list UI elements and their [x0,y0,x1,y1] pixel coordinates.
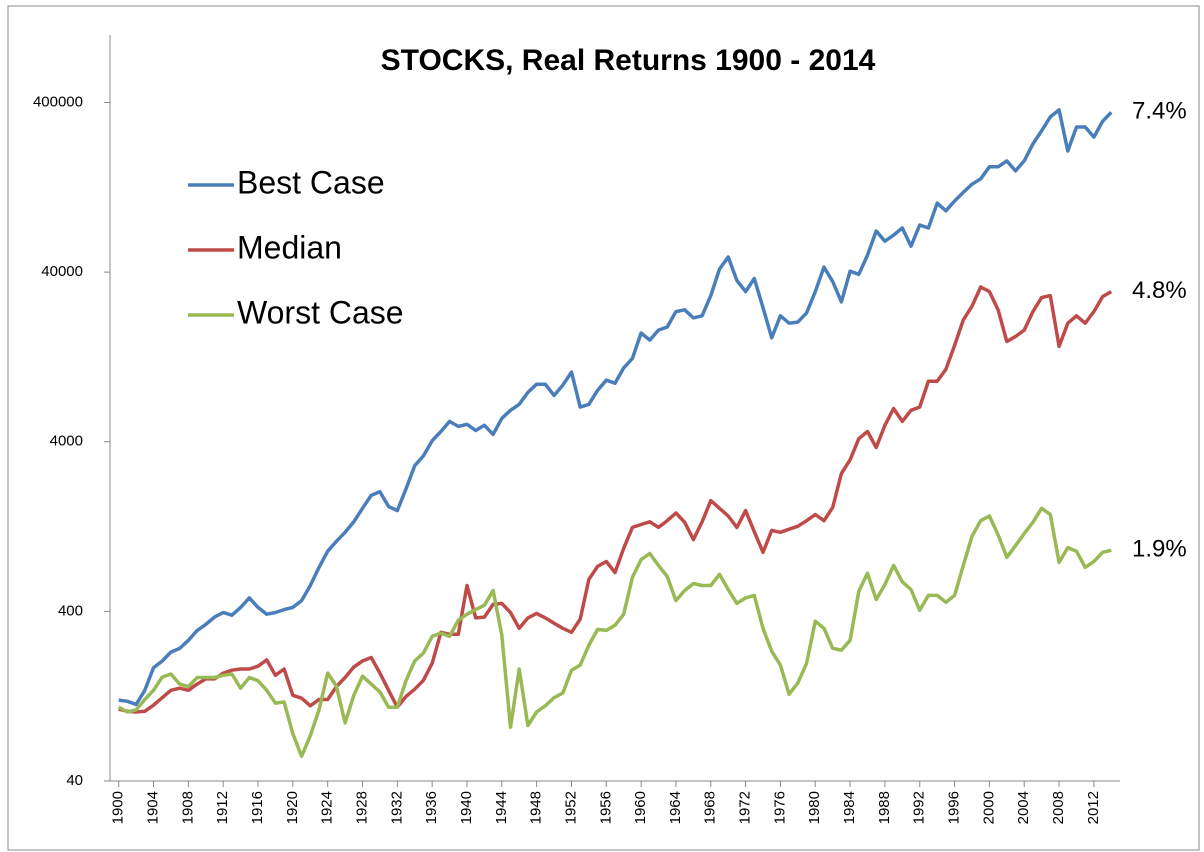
x-tick-label: 2012 [1085,791,1102,824]
series-line [117,506,1112,758]
x-tick-label: 1988 [876,791,893,824]
x-tick-label: 1916 [249,791,266,824]
x-tick-label: 1936 [423,791,440,824]
x-tick-label: 1976 [771,791,788,824]
x-tick-label: 1960 [632,791,649,824]
x-tick-label: 1964 [667,791,684,824]
legend-label: Worst Case [237,294,404,330]
x-tick-label: 1992 [911,791,928,824]
x-tick-label: 1984 [841,791,858,824]
x-tick-label: 1908 [179,791,196,824]
x-tick-label: 2008 [1050,791,1067,824]
chart-title: STOCKS, Real Returns 1900 - 2014 [381,44,876,77]
annotation: 1.9% [1132,536,1187,563]
x-tick-label: 1944 [493,791,510,824]
x-tick-label: 1972 [737,791,754,824]
x-tick-label: 1968 [702,791,719,824]
x-tick-label: 1912 [214,791,231,824]
x-tick-label: 2000 [980,791,997,824]
legend-label: Median [237,229,342,265]
x-tick-label: 2004 [1015,791,1032,824]
legend-label: Best Case [237,164,385,200]
x-tick-label: 1980 [806,791,823,824]
series-line [118,108,1113,707]
x-tick-label: 1956 [597,791,614,824]
y-tick-label: 400000 [33,93,83,110]
annotation: 4.8% [1132,277,1187,304]
series-line [118,285,1113,714]
y-tick-label: 400 [58,602,83,619]
y-tick-label: 40 [66,772,83,789]
x-tick-label: 1900 [110,791,127,824]
x-tick-label: 1920 [284,791,301,824]
x-tick-label: 1904 [145,791,162,824]
chart-frame [7,5,1200,851]
annotation: 7.4% [1132,98,1187,125]
x-tick-label: 1940 [458,791,475,824]
x-tick-label: 1996 [946,791,963,824]
x-tick-label: 1928 [353,791,370,824]
x-tick-label: 1948 [528,791,545,824]
y-tick-label: 4000 [50,433,83,450]
x-tick-label: 1932 [388,791,405,824]
y-tick-label: 40000 [41,263,83,280]
x-tick-label: 1952 [562,791,579,824]
x-tick-label: 1924 [319,791,336,824]
